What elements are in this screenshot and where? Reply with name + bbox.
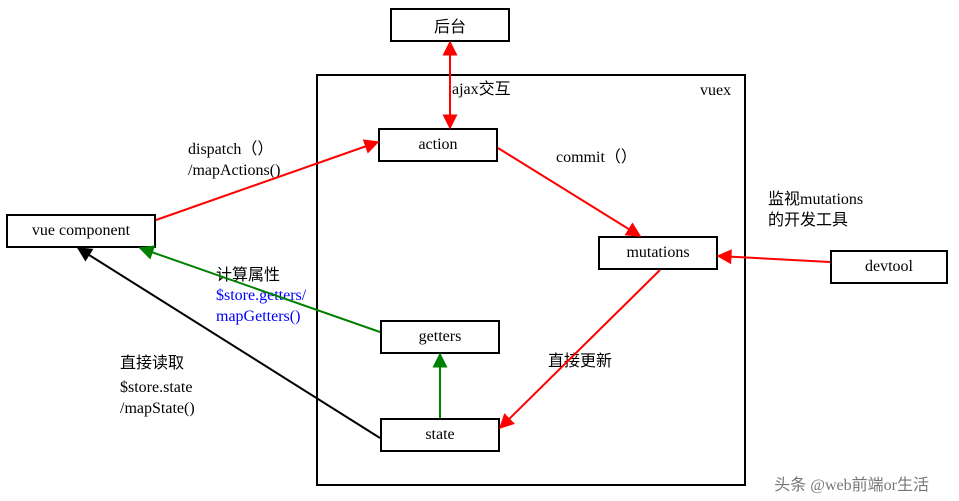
node-action-label: action bbox=[418, 136, 457, 154]
node-mutations-label: mutations bbox=[626, 244, 689, 262]
label-direct-read: 直接读取 bbox=[120, 354, 184, 375]
node-state: state bbox=[380, 418, 500, 452]
node-state-label: state bbox=[425, 426, 454, 444]
label-ajax: ajax交互 bbox=[452, 80, 511, 101]
label-watch: 监视mutations 的开发工具 bbox=[768, 190, 863, 232]
label-commit: commit（） bbox=[556, 148, 637, 169]
label-computed: 计算属性 bbox=[216, 266, 280, 287]
node-action: action bbox=[378, 128, 498, 162]
node-getters-label: getters bbox=[419, 328, 462, 346]
node-backend: 后台 bbox=[390, 8, 510, 42]
node-component: vue component bbox=[6, 214, 156, 248]
node-getters: getters bbox=[380, 320, 500, 354]
label-store-getters: $store.getters/ mapGetters() bbox=[216, 286, 306, 328]
node-backend-label: 后台 bbox=[434, 13, 466, 37]
node-devtool: devtool bbox=[830, 250, 948, 284]
label-direct-update: 直接更新 bbox=[548, 352, 612, 373]
watermark: 头条 @web前端or生活 bbox=[774, 471, 929, 495]
node-mutations: mutations bbox=[598, 236, 718, 270]
label-store-state: $store.state /mapState() bbox=[120, 378, 195, 420]
node-devtool-label: devtool bbox=[865, 258, 913, 276]
label-dispatch: dispatch（） /mapActions() bbox=[188, 140, 280, 182]
node-component-label: vue component bbox=[32, 222, 130, 240]
vuex-container-label: vuex bbox=[700, 82, 731, 100]
